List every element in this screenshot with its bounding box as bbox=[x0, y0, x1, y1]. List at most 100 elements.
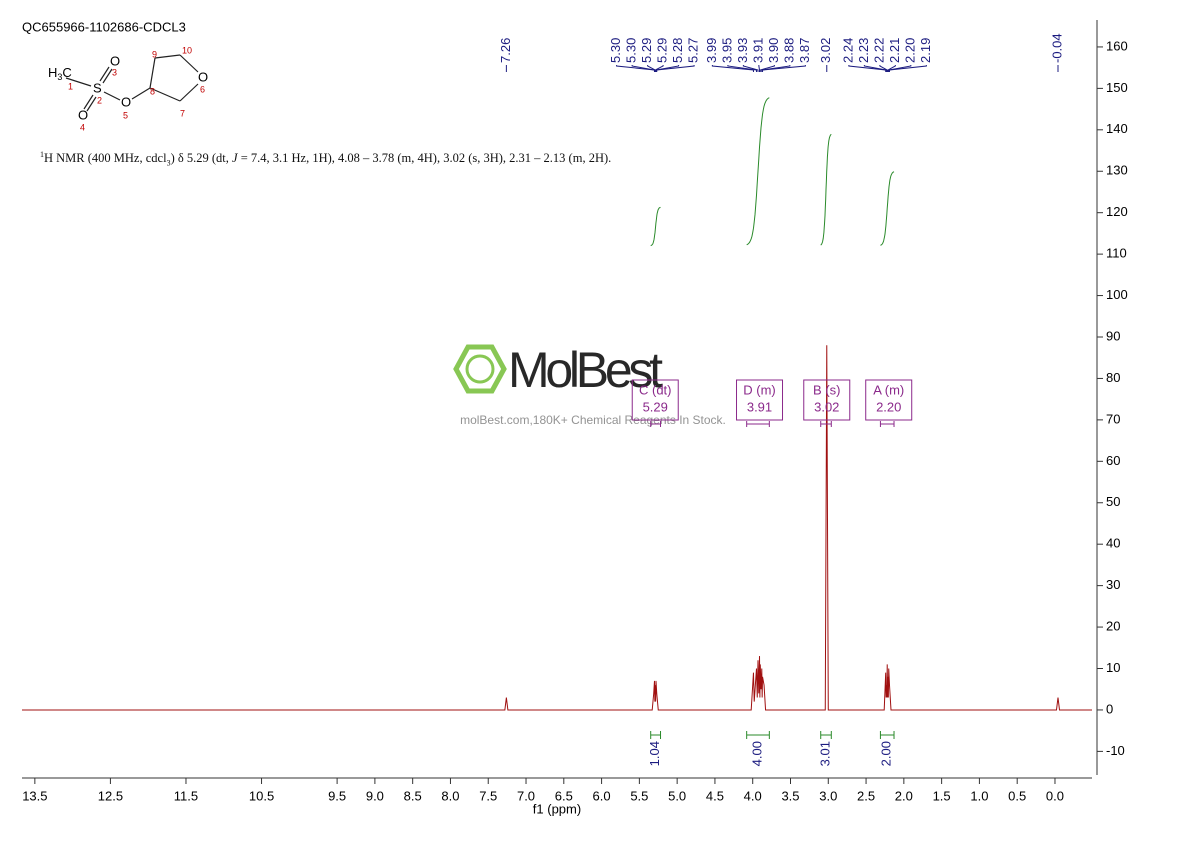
multiplet-box bbox=[631, 379, 679, 421]
peak-label: 5.28 bbox=[670, 38, 685, 63]
y-tick-label: 50 bbox=[1106, 494, 1120, 509]
atom-number: 6 bbox=[200, 84, 205, 94]
integral-curve bbox=[880, 171, 895, 246]
y-tick-label: 30 bbox=[1106, 577, 1120, 592]
y-tick-label: 60 bbox=[1106, 453, 1120, 468]
integral-bracket bbox=[650, 731, 662, 739]
integral-label: 2.00 bbox=[879, 741, 894, 766]
x-tick-label: 7.0 bbox=[517, 788, 535, 803]
x-tick-label: 9.5 bbox=[328, 788, 346, 803]
peak-label: 7.26 bbox=[498, 38, 513, 63]
peak-leader bbox=[655, 65, 680, 72]
peak-leader bbox=[742, 65, 759, 72]
peak-label: 2.21 bbox=[887, 38, 902, 63]
peak-label: -0.04 bbox=[1049, 33, 1064, 63]
atom-number: 9 bbox=[152, 49, 157, 59]
atom: H3C bbox=[48, 65, 72, 82]
peak-label: 3.87 bbox=[797, 38, 812, 63]
atom-number: 3 bbox=[112, 67, 117, 77]
x-axis-label: f1 (ppm) bbox=[533, 801, 581, 816]
structure bbox=[65, 54, 199, 112]
multiplet-box bbox=[865, 379, 913, 421]
bond bbox=[65, 77, 92, 87]
atom-number: 4 bbox=[80, 122, 85, 132]
peak-leader bbox=[888, 65, 912, 72]
peak-leader bbox=[656, 65, 695, 72]
atom: O bbox=[110, 53, 120, 68]
bond bbox=[154, 54, 181, 59]
y-tick-label: 90 bbox=[1106, 328, 1120, 343]
bond bbox=[149, 87, 181, 102]
x-tick-label: 9.0 bbox=[366, 788, 384, 803]
integral-curve bbox=[746, 97, 770, 246]
integral-label: 1.04 bbox=[647, 741, 662, 766]
multiplet-shift: 3.02 bbox=[814, 399, 839, 414]
peak-leader bbox=[888, 65, 927, 72]
y-tick-label: 160 bbox=[1106, 38, 1128, 53]
multiplet-range bbox=[746, 421, 770, 427]
peak-label: 3.95 bbox=[719, 38, 734, 63]
atom-number: 7 bbox=[180, 108, 185, 118]
x-tick-label: 11.5 bbox=[174, 788, 198, 803]
peak-leader bbox=[654, 65, 664, 72]
peak-label: 5.29 bbox=[639, 38, 654, 63]
integral-curve bbox=[650, 206, 661, 247]
peak-label: 5.30 bbox=[624, 38, 639, 63]
y-tick-label: 40 bbox=[1106, 536, 1120, 551]
x-tick-label: 3.5 bbox=[781, 788, 799, 803]
bond bbox=[179, 54, 199, 73]
bond bbox=[179, 83, 199, 102]
y-tick-label: 150 bbox=[1106, 80, 1128, 95]
peak-label: 2.23 bbox=[856, 38, 871, 63]
peak-label: 3.90 bbox=[766, 38, 781, 63]
x-tick-label: 1.5 bbox=[933, 788, 951, 803]
integral-bracket bbox=[746, 731, 770, 739]
peak-leader bbox=[879, 65, 888, 72]
x-tick-label: 10.5 bbox=[249, 788, 274, 803]
multiplet-range bbox=[879, 421, 895, 427]
peak-label: 2.22 bbox=[871, 38, 886, 63]
peak-label: 5.30 bbox=[608, 38, 623, 63]
peak-label: 3.88 bbox=[781, 38, 796, 63]
bond bbox=[131, 87, 151, 100]
atom: O bbox=[78, 107, 88, 122]
x-tick-label: 0.0 bbox=[1046, 788, 1064, 803]
atom-number: 10 bbox=[182, 45, 192, 55]
x-tick-label: 4.0 bbox=[744, 788, 762, 803]
x-tick-label: 1.0 bbox=[970, 788, 988, 803]
y-tick-label: 70 bbox=[1106, 411, 1120, 426]
x-tick-label: 0.5 bbox=[1008, 788, 1026, 803]
multiplet-shift: 5.29 bbox=[643, 399, 668, 414]
y-tick-label: 10 bbox=[1106, 660, 1120, 675]
y-tick-label: 110 bbox=[1106, 246, 1127, 261]
y-tick-label: 130 bbox=[1106, 163, 1128, 178]
x-tick-label: 2.0 bbox=[895, 788, 913, 803]
x-tick-label: 6.5 bbox=[555, 788, 573, 803]
multiplet-name: C (dt) bbox=[639, 382, 672, 397]
watermark-tagline: molBest.com,180K+ Chemical Reagents In S… bbox=[460, 413, 726, 427]
peak-leader bbox=[758, 65, 761, 72]
peak-label: 3.93 bbox=[735, 38, 750, 63]
integral-label: 4.00 bbox=[749, 741, 764, 766]
x-tick-label: 4.5 bbox=[706, 788, 724, 803]
watermark: MolBest molBest.com,180K+ Chemical Reage… bbox=[453, 342, 726, 427]
atom-number: 1 bbox=[68, 81, 73, 91]
peak-leader bbox=[759, 65, 775, 72]
y-tick-label: 0 bbox=[1106, 701, 1113, 716]
bond bbox=[103, 91, 121, 101]
x-tick-label: 5.0 bbox=[668, 788, 686, 803]
peak-label: 5.29 bbox=[655, 38, 670, 63]
x-tick-label: 3.0 bbox=[819, 788, 837, 803]
atom: O bbox=[198, 69, 208, 84]
peak-label: 3.99 bbox=[704, 38, 719, 63]
nmr-description: 1H NMR (400 MHz, cdcl3) δ 5.29 (dt, J = … bbox=[40, 150, 612, 168]
x-tick-label: 12.5 bbox=[98, 788, 123, 803]
peak-leader bbox=[631, 65, 655, 72]
multiplet-name: B (s) bbox=[813, 382, 840, 397]
multiplet-box bbox=[803, 379, 851, 421]
bond bbox=[149, 57, 156, 89]
peak-leader bbox=[727, 65, 757, 72]
x-tick-label: 6.0 bbox=[593, 788, 611, 803]
